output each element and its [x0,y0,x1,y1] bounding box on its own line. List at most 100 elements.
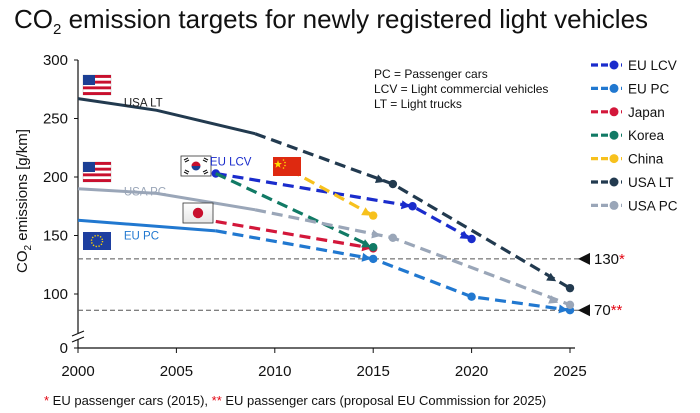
series-eu-lcv-point-1 [408,202,417,211]
series-usa-lt-point-1 [565,283,575,293]
x-tick-label-2020: 2020 [455,363,488,380]
series-korea-dashed [215,172,374,249]
legend-label-usa-pc: USA PC [628,198,678,213]
y-tick-label-100: 100 [43,286,68,303]
series-usa-pc-dashed [254,208,571,307]
legend-swatch-marker-eu-lcv [609,60,619,70]
series-usa-pc-arrow-1 [548,295,559,304]
y-tick-label-200: 200 [43,169,68,186]
series-eu-lcv-dashed [215,171,473,241]
reference-lines: 130* 70** [78,251,625,319]
annotation-eu-lcv: EU LCV [210,156,252,168]
x-ticks: 2000 2005 2010 2015 2020 2025 [61,348,587,380]
legend-label-korea: Korea [628,128,665,143]
legend-swatch-marker-japan [609,107,619,117]
x-tick-label-2015: 2015 [357,363,390,380]
annotations: USA LT USA PC EU LCV EU PC [124,97,252,242]
ylabel-rest: emissions [g/km] [14,129,31,245]
x-tick-label-2000: 2000 [61,363,94,380]
y-tick-label-0: 0 [60,340,68,357]
axis-break-mark-2 [71,336,85,343]
korea-flag [180,155,212,177]
series-usa-pc [77,187,575,309]
legend-label-china: China [628,152,664,167]
series-eu-pc-dashed [215,229,571,312]
china-flag [273,157,301,176]
series-eu-pc-point-0 [369,254,378,264]
footnote-star-1: * [44,393,50,408]
legend-item-korea: Korea [591,128,665,143]
ylabel-main: CO [14,250,31,273]
series-korea [215,172,378,252]
title-rest: emission targets for newly registered li… [61,4,649,34]
y-tick-label-250: 250 [43,111,68,128]
series-usa-lt-dashed [254,132,571,290]
usa-flag-lt [82,74,112,96]
series-eu-lcv-point-2 [467,234,476,244]
annotation-eu-pc: EU PC [124,230,159,242]
legend-label-japan: Japan [628,105,665,120]
y-ticks: 0 100 150 200 250 300 [43,52,78,357]
annotation-usa-lt: USA LT [124,97,163,109]
series-group [77,97,575,315]
title-main: CO [14,4,53,34]
legend-item-china: China [591,152,664,167]
legend-swatch-marker-eu-pc [609,83,619,93]
series-china-arrow-0 [361,207,372,216]
series-korea-point-0 [369,243,378,252]
japan-flag [182,202,214,224]
footnote-text-2: EU passenger cars (proposal EU Commissio… [221,393,547,408]
legend-item-usa-pc: USA PC [591,198,678,213]
reference-label-130: 130* [594,251,625,268]
legend-item-usa-lt: USA LT [591,175,674,190]
series-usa-pc-arrow-0 [371,229,382,239]
series-china-point-0 [369,211,378,220]
x-tick-label-2010: 2010 [258,363,291,380]
legend-label-usa-lt: USA LT [628,175,674,190]
axis-break-mark-1 [71,330,85,337]
reference-marker-130 [578,252,590,265]
chart-title: CO2 emission targets for newly registere… [14,4,648,38]
series-eu-pc-arrow-1 [558,304,568,314]
legend-label-eu-pc: EU PC [628,81,670,96]
series-usa-lt-arrow-0 [374,174,385,183]
series-japan [215,219,378,253]
legend-swatch-marker-china [609,154,619,164]
ylabel-subscript: 2 [23,244,34,250]
footnote-star-2: ** [211,393,222,408]
series-eu-pc-arrow-0 [361,252,372,262]
y-axis-break [71,60,85,348]
series-usa-pc-point-0 [388,233,398,243]
reference-stars-70: ** [611,302,623,319]
reference-label-70: 70** [594,302,623,319]
series-eu-lcv-arrow-1 [459,230,470,240]
series-usa-lt [77,97,575,293]
reference-marker-70 [578,304,590,317]
reference-stars-130: * [619,251,625,268]
x-tick-label-2005: 2005 [160,363,193,380]
note-lt: LT = Light trucks [374,97,462,111]
legend-swatch-marker-korea [609,130,619,140]
reference-value-130: 130 [594,251,619,268]
x-tick-label-2025: 2025 [553,363,586,380]
legend-swatch-marker-usa-pc [609,200,619,210]
series-eu-pc-point-1 [467,292,476,301]
y-tick-label-300: 300 [43,52,68,69]
footnote-text-1: EU passenger cars (2015), [49,393,212,408]
annotation-usa-pc: USA PC [124,187,166,199]
abbreviation-notes: PC = Passenger cars LCV = Light commerci… [374,67,548,111]
title-subscript: 2 [53,21,62,39]
y-axis-label: CO2 emissions [g/km] [14,129,34,273]
eu-flag [83,232,111,250]
series-usa-pc-solid [77,187,256,212]
series-usa-pc-point-1 [565,300,575,309]
usa-flag-pc [82,161,112,183]
footnote: * EU passenger cars (2015), ** EU passen… [44,393,546,408]
note-pc: PC = Passenger cars [374,67,488,81]
series-usa-lt-arrow-1 [546,272,557,282]
series-japan-dashed [215,219,374,250]
series-eu-lcv [211,169,476,244]
note-lcv: LCV = Light commercial vehicles [374,82,548,96]
series-eu-lcv-arrow-0 [400,200,411,210]
